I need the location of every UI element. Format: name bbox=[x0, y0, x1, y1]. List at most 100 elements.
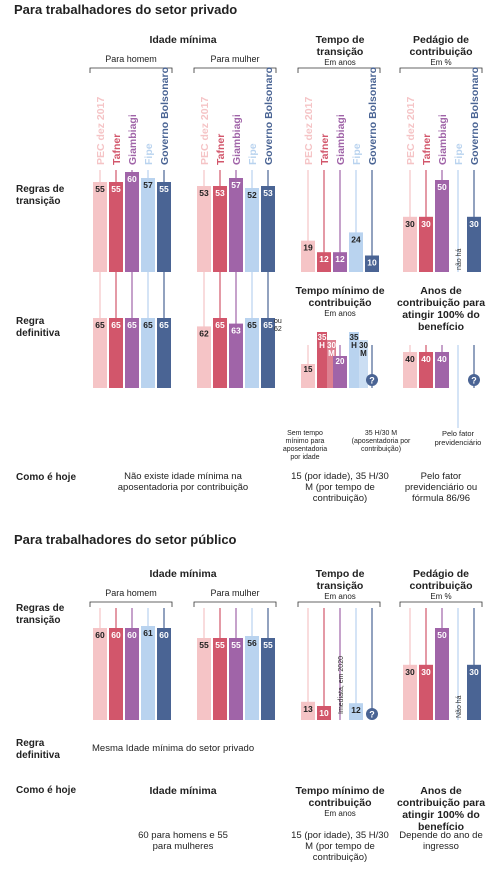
bar bbox=[109, 318, 123, 388]
row-label: Regras de transição bbox=[16, 184, 65, 207]
bar-label: 55 bbox=[215, 640, 225, 650]
today-text: Depende do ano de ingresso bbox=[399, 830, 483, 852]
bar-label: 55 bbox=[231, 640, 241, 650]
bar bbox=[349, 332, 359, 388]
bar-label: 65 bbox=[159, 320, 169, 330]
bar-label: 63 bbox=[231, 326, 241, 336]
bar-label: 30 bbox=[405, 667, 415, 677]
bracket bbox=[193, 601, 277, 607]
note: Sem tempo mínimo para aposentadoria por … bbox=[282, 430, 328, 462]
bar-label: 65 bbox=[263, 320, 273, 330]
bar-label: 65 bbox=[247, 320, 257, 330]
bar bbox=[125, 318, 139, 388]
bar-label: 10 bbox=[319, 708, 329, 718]
bar-label: 12 bbox=[319, 254, 329, 264]
row-label: Regras de transição bbox=[16, 603, 65, 626]
bar bbox=[261, 638, 275, 720]
bar bbox=[229, 178, 243, 272]
bar bbox=[365, 255, 379, 272]
series-name: Giambiagi bbox=[231, 114, 243, 165]
series-name: Tafner bbox=[319, 134, 331, 165]
bar bbox=[349, 232, 363, 272]
bar-label: 55 bbox=[95, 184, 105, 194]
bar-label: 12 bbox=[351, 705, 361, 715]
bar-label: 60 bbox=[127, 630, 137, 640]
bracket bbox=[297, 67, 381, 73]
column-header: Anos de contribuição para atingir 100% d… bbox=[396, 285, 486, 334]
sub-header: Para homem bbox=[105, 588, 157, 598]
bar-label: 53 bbox=[263, 188, 273, 198]
bar-label: 55 bbox=[199, 640, 209, 650]
note: Não há bbox=[456, 695, 463, 718]
bar-label: 60 bbox=[95, 630, 105, 640]
bar-label: 30 bbox=[405, 219, 415, 229]
column-unit: Em anos bbox=[324, 592, 356, 601]
bar bbox=[141, 626, 155, 720]
bar-label: 65 bbox=[127, 320, 137, 330]
series-name: Giambiagi bbox=[127, 114, 139, 165]
column-header: Pedágio de contribuição bbox=[409, 568, 473, 593]
note: 35 H/30 M (aposentadoria por contribuiçã… bbox=[351, 430, 411, 454]
bar-label: 35 H bbox=[349, 333, 359, 350]
series-name: Tafner bbox=[215, 134, 227, 165]
series-name: Governo Bolsonaro bbox=[367, 67, 379, 165]
unknown-icon bbox=[366, 708, 378, 720]
series-name: Governo Bolsonaro bbox=[159, 67, 171, 165]
bracket bbox=[193, 67, 277, 73]
bar bbox=[229, 638, 243, 720]
bar bbox=[333, 356, 347, 388]
column-header: Tempo mínimo de contribuição bbox=[295, 785, 385, 810]
unknown-mark: ? bbox=[369, 710, 375, 720]
bar-label: 50 bbox=[437, 630, 447, 640]
note: não há bbox=[456, 248, 463, 270]
bracket bbox=[399, 67, 483, 73]
row-label: Como é hoje bbox=[16, 785, 77, 796]
unknown-icon bbox=[366, 374, 378, 386]
bar bbox=[261, 318, 275, 388]
sub-header: Para mulher bbox=[210, 588, 260, 598]
bar bbox=[403, 352, 417, 388]
column-header: Idade mínima bbox=[149, 34, 217, 46]
bar-label: 30 M bbox=[327, 341, 336, 358]
bar bbox=[359, 340, 368, 388]
bar bbox=[467, 664, 481, 720]
bar-label: 24 bbox=[351, 234, 361, 244]
bar-label: 19 bbox=[303, 243, 313, 253]
column-header: Tempo de transição bbox=[315, 34, 365, 59]
column-header: Idade mínima bbox=[149, 785, 217, 797]
series-name: Tafner bbox=[111, 134, 123, 165]
column-header: Anos de contribuição para atingir 100% d… bbox=[396, 785, 486, 834]
bar-label: 57 bbox=[231, 180, 241, 190]
section-title: Para trabalhadores do setor privado bbox=[14, 2, 238, 17]
bar bbox=[435, 180, 449, 272]
bar-label: 35 H bbox=[317, 333, 327, 350]
bar bbox=[467, 216, 481, 272]
bar-label: 60 bbox=[111, 630, 121, 640]
bar bbox=[93, 628, 107, 720]
bar bbox=[109, 628, 123, 720]
today-text: 15 (por idade), 35 H/30 M (por tempo de … bbox=[291, 830, 389, 863]
bar bbox=[317, 332, 327, 388]
bar bbox=[93, 182, 107, 272]
bar-label: 30 M bbox=[359, 341, 368, 358]
bar-label: 40 bbox=[437, 354, 447, 364]
unknown-mark: ? bbox=[471, 376, 477, 386]
bar-label: 40 bbox=[405, 354, 415, 364]
bar bbox=[157, 628, 171, 720]
bar-label: 30 bbox=[469, 219, 479, 229]
bar-label: 30 bbox=[469, 667, 479, 677]
bracket bbox=[89, 601, 173, 607]
bar bbox=[213, 318, 227, 388]
bar-label: 13 bbox=[303, 704, 313, 714]
bar bbox=[245, 188, 259, 272]
unknown-icon bbox=[468, 374, 480, 386]
bar-label: 65 bbox=[215, 320, 225, 330]
bar-label: 30 bbox=[421, 667, 431, 677]
series-name: PEC dez 2017 bbox=[199, 97, 211, 165]
bar-label: 15 bbox=[303, 365, 313, 374]
today-text: 15 (por idade), 35 H/30 M (por tempo de … bbox=[291, 471, 389, 504]
bar bbox=[229, 323, 243, 388]
bar bbox=[125, 628, 139, 720]
series-name: Tafner bbox=[421, 134, 433, 165]
